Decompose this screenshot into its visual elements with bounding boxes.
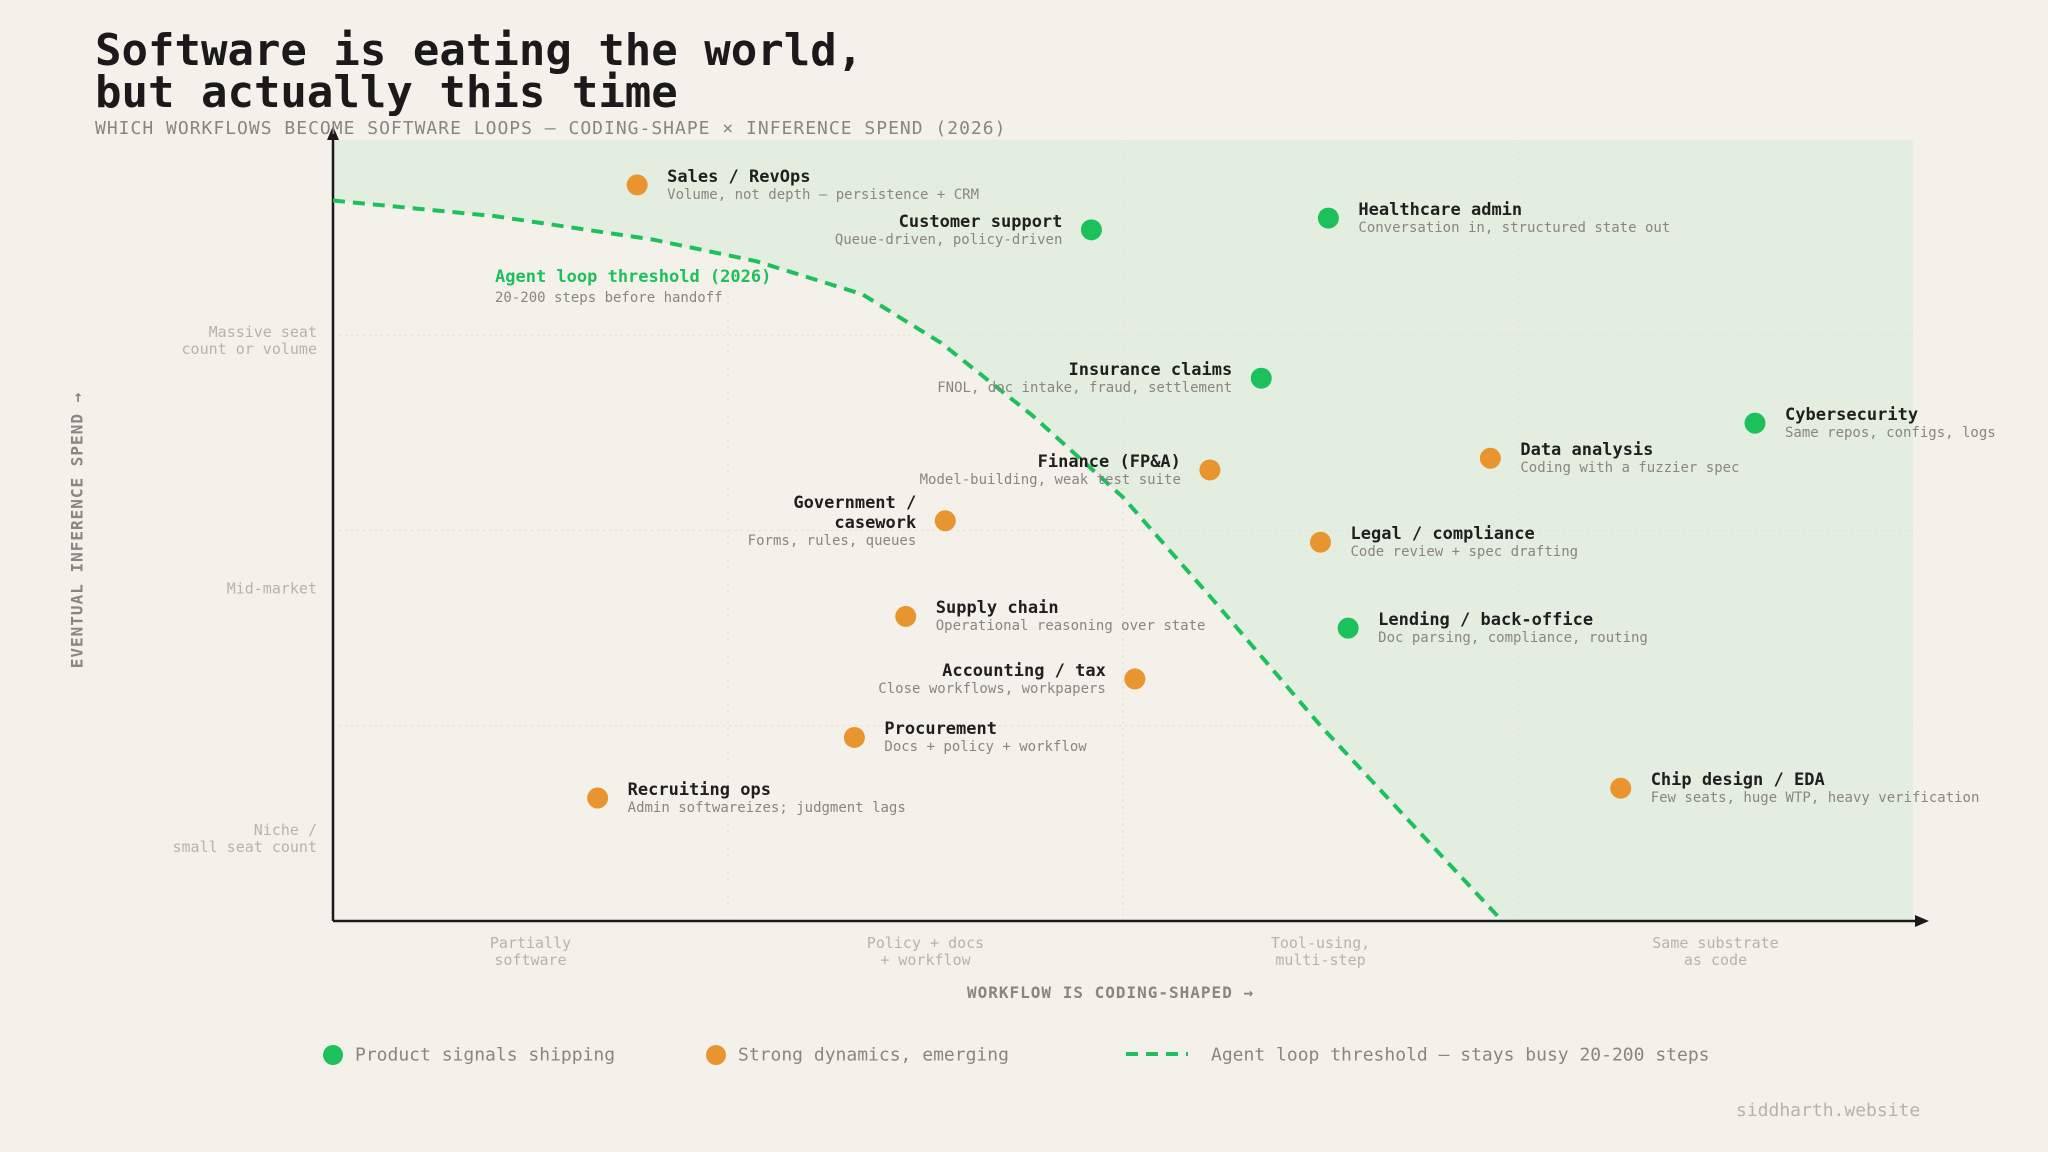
y-axis-arrow — [327, 126, 339, 140]
point-note: FNOL, doc intake, fraud, settlement — [937, 380, 1233, 397]
point-name: Procurement — [884, 719, 997, 740]
point-name: Government / casework — [793, 492, 917, 533]
point — [1199, 459, 1221, 481]
y-axis-label: EVENTUAL INFERENCE SPEND → — [67, 391, 87, 669]
point — [1337, 617, 1359, 639]
point-name: Recruiting ops — [627, 779, 771, 800]
point — [843, 726, 865, 748]
legend-label: Agent loop threshold — stays busy 20-200… — [1211, 1044, 1710, 1066]
point-name: Accounting / tax — [942, 660, 1106, 681]
threshold-label: Agent loop threshold (2026) — [495, 267, 772, 287]
point-note: Queue-driven, policy-driven — [834, 231, 1063, 248]
point-label: Procurement Docs + policy + workflow — [884, 719, 1086, 755]
x-tick-label: Tool-using, multi-step — [1270, 934, 1371, 969]
x-axis-label: WORKFLOW IS CODING-SHAPED → — [967, 983, 1255, 1002]
point-note: Model-building, weak test suite — [919, 471, 1181, 488]
point-label: Accounting / tax Close workflows, workpap… — [878, 661, 1106, 697]
point-name: Finance (FP&A) — [1037, 451, 1181, 472]
point-name: Legal / compliance — [1350, 524, 1535, 545]
point — [1317, 207, 1339, 229]
point — [1124, 668, 1146, 690]
threshold-region — [333, 140, 1913, 921]
point-note: Operational reasoning over state — [935, 618, 1206, 635]
y-tick-label: Niche / small seat count — [172, 820, 318, 856]
point-label: Insurance claims FNOL, doc intake, fraud,… — [937, 360, 1232, 396]
point-label: Supply chain Operational reasoning over s… — [936, 598, 1206, 634]
point-note: Close workflows, workpapers — [878, 680, 1106, 697]
x-tick-label: Policy + docs + workflow — [866, 934, 985, 969]
point — [1479, 447, 1501, 469]
point — [1310, 531, 1331, 553]
subtitle: WHICH WORKFLOWS BECOME SOFTWARE LOOPS — … — [95, 118, 1007, 139]
y-tick-label: Mid-market — [226, 579, 317, 598]
point-note: Code review + spec drafting — [1350, 544, 1579, 561]
point — [1744, 412, 1766, 434]
point — [587, 787, 609, 809]
point-label: Legal / compliance Code review + spec dra… — [1351, 524, 1579, 560]
point-note: Admin softwareizes; judgment lags — [627, 799, 906, 816]
point-name: Sales / RevOps — [667, 166, 811, 187]
point — [1080, 219, 1102, 241]
legend-marker — [323, 1045, 343, 1065]
point-name: Cybersecurity — [1785, 405, 1919, 426]
legend-label: Strong dynamics, emerging — [738, 1044, 1009, 1066]
point-note: Volume, not depth — persistence + CRM — [667, 186, 980, 203]
point-label: Data analysis Coding with a fuzzier spec — [1520, 440, 1739, 476]
x-tick-label: Same substrate as code — [1652, 934, 1779, 969]
point-note: Same repos, configs, logs — [1785, 425, 1996, 442]
point-label: Customer support Queue-driven, policy-dri… — [835, 212, 1063, 248]
threshold-note: 20-200 steps before handoff — [495, 290, 723, 306]
point-note: Coding with a fuzzier spec — [1520, 460, 1740, 477]
footer: siddharth.website — [1736, 1100, 1921, 1121]
legend-marker — [706, 1045, 726, 1065]
point — [626, 174, 648, 196]
point-name: Data analysis — [1520, 440, 1654, 461]
point-note: Docs + policy + workflow — [884, 739, 1087, 756]
legend-label: Product signals shipping — [355, 1044, 616, 1066]
chart-title: Software is eating the world, but actual… — [95, 25, 864, 118]
point-name: Healthcare admin — [1358, 200, 1523, 221]
point-name: Supply chain — [935, 598, 1059, 619]
point-name: Insurance claims — [1068, 360, 1233, 381]
point-label: Sales / RevOps Volume, not depth — persis… — [667, 167, 979, 203]
x-axis-arrow — [1915, 915, 1929, 927]
point-label: Lending / back-office Doc parsing, compli… — [1378, 610, 1648, 646]
point-note: Few seats, huge WTP, heavy verification — [1650, 790, 1980, 807]
point-note: Forms, rules, queues — [747, 532, 917, 549]
point-label: Recruiting ops Admin softwareizes; judgme… — [628, 780, 906, 816]
x-tick-label: Partially software — [489, 934, 572, 969]
point-label: Healthcare admin Conversation in, structu… — [1358, 200, 1670, 236]
point — [934, 510, 956, 532]
point-label: Government / casework Forms, rules, queue… — [748, 493, 917, 549]
point — [1610, 777, 1632, 799]
point-note: Conversation in, structured state out — [1358, 220, 1671, 237]
point-label: Chip design / EDA Few seats, huge WTP, he… — [1651, 770, 1980, 806]
point — [1250, 367, 1272, 389]
point — [895, 605, 917, 627]
point-note: Doc parsing, compliance, routing — [1378, 630, 1648, 647]
point-label: Cybersecurity Same repos, configs, logs — [1785, 405, 1996, 441]
point-name: Chip design / EDA — [1650, 770, 1825, 791]
point-name: Customer support — [898, 211, 1063, 232]
point-name: Lending / back-office — [1378, 610, 1594, 631]
y-tick-label: Massive seat count or volume — [181, 323, 317, 359]
point-label: Finance (FP&A) Model-building, weak test … — [920, 452, 1181, 488]
threshold-line — [332, 198, 1504, 923]
